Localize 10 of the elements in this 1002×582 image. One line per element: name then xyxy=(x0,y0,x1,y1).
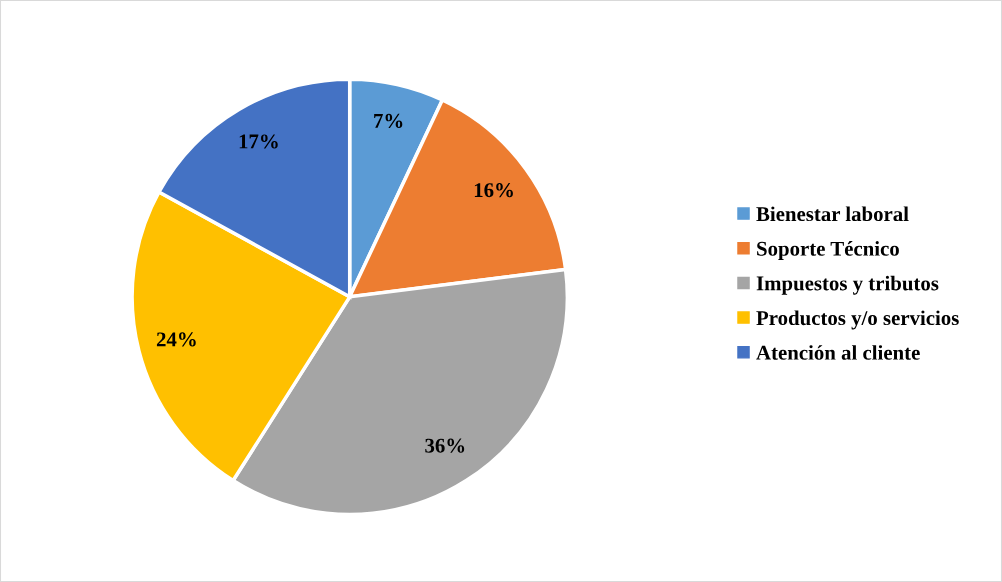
legend-label: Impuestos y tributos xyxy=(756,275,939,295)
legend-label: Productos y/o servicios xyxy=(756,310,959,330)
legend-label: Bienestar laboral xyxy=(756,206,909,222)
data-label: 36% xyxy=(425,438,465,453)
legend-label: Soporte Técnico xyxy=(757,241,899,260)
data-label: 16% xyxy=(474,183,513,198)
data-label: 17% xyxy=(239,134,278,149)
data-label: 24% xyxy=(156,332,196,347)
legend-label: Atención al cliente xyxy=(756,345,920,360)
data-label: 7% xyxy=(374,113,403,128)
